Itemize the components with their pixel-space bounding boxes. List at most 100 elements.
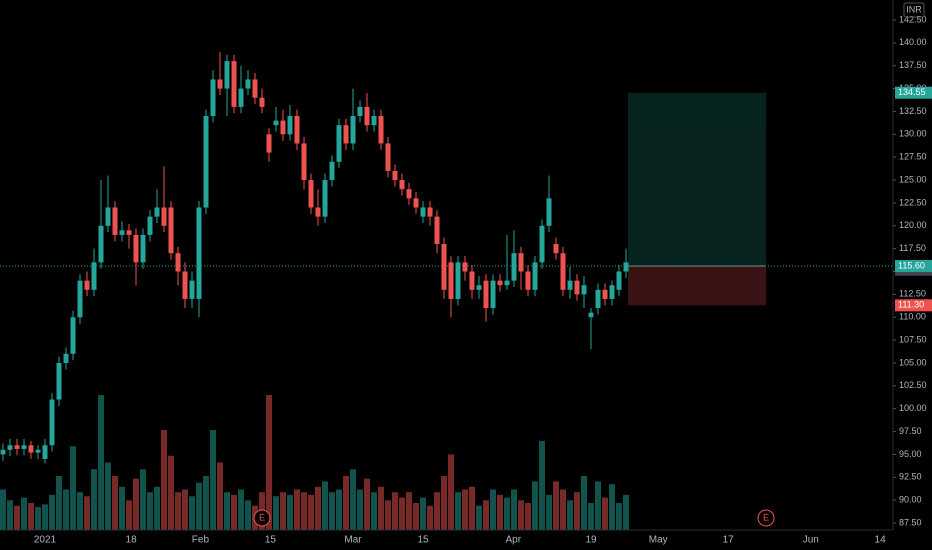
volume-bar (567, 500, 573, 530)
volume-bar (371, 492, 377, 530)
candle-body (168, 207, 174, 254)
volume-bar (518, 500, 524, 530)
candle-body (588, 312, 594, 318)
candle-body (322, 180, 328, 217)
y-tick-label: 122.50 (899, 197, 927, 207)
volume-bar (294, 489, 300, 530)
candle-body (357, 106, 363, 117)
volume-bar (448, 454, 454, 530)
volume-bar (511, 489, 517, 530)
x-tick-label: 19 (585, 535, 597, 546)
candle-body (574, 280, 580, 295)
candle-body (504, 280, 510, 286)
candle-body (595, 289, 601, 309)
candle-body (217, 79, 223, 89)
volume-bar (196, 482, 202, 530)
candle-body (623, 262, 629, 272)
x-tick-label: 18 (126, 535, 138, 546)
candle-body (378, 116, 384, 144)
y-tick-label: 105.00 (899, 357, 927, 367)
candle-body (203, 116, 209, 208)
candle-body (147, 216, 153, 235)
volume-bar (434, 492, 440, 530)
currency-label: INR (906, 4, 922, 14)
candle-body (532, 262, 538, 290)
y-tick-label: 137.50 (899, 60, 927, 70)
volume-bar (175, 492, 181, 530)
volume-bar (350, 469, 356, 530)
y-tick-label: 117.50 (899, 243, 926, 253)
y-tick-label: 140.00 (899, 37, 927, 47)
volume-bar (476, 505, 482, 530)
volume-bar (322, 481, 328, 530)
volume-bar (588, 503, 594, 530)
candle-body (427, 207, 433, 217)
volume-bar (574, 492, 580, 530)
candle-body (567, 280, 573, 290)
volume-bar (77, 492, 83, 530)
candle-body (385, 143, 391, 171)
candle-body (525, 271, 531, 290)
candle-body (161, 207, 167, 226)
candle-body (336, 125, 342, 162)
candle-body (294, 116, 300, 144)
volume-bar (595, 481, 601, 530)
candle-body (84, 280, 90, 290)
candle-body (21, 445, 27, 449)
y-tick-label: 127.50 (899, 152, 927, 162)
profit-zone (628, 92, 766, 267)
volume-bar (203, 476, 209, 530)
candle-body (273, 120, 279, 126)
volume-bar (546, 494, 552, 530)
candle-body (315, 207, 321, 217)
volume-bar (0, 489, 6, 530)
candle-body (497, 280, 503, 286)
candle-body (49, 399, 55, 446)
volume-bar (112, 476, 118, 530)
volume-bar (49, 494, 55, 530)
volume-bar (105, 462, 111, 530)
volume-bar (378, 486, 384, 530)
candle-body (119, 230, 125, 235)
y-tick-label: 107.50 (899, 334, 927, 344)
candle-body (420, 207, 426, 217)
volume-bar (364, 478, 370, 530)
y-tick-label: 87.50 (899, 517, 922, 527)
volume-bar (28, 503, 34, 530)
volume-bar (539, 440, 545, 530)
candle-body (238, 88, 244, 107)
volume-bar (385, 500, 391, 530)
volume-bar (217, 462, 223, 530)
volume-bar (84, 496, 90, 530)
candle-body (518, 253, 524, 272)
volume-bar (287, 494, 293, 530)
volume-bar (210, 430, 216, 530)
candle-body (133, 234, 139, 263)
candle-body (399, 180, 405, 190)
volume-bar (329, 492, 335, 530)
x-tick-label: Mar (344, 535, 362, 546)
volume-bar (238, 489, 244, 530)
volume-bar (273, 496, 279, 530)
volume-bar (581, 476, 587, 530)
volume-bar (609, 484, 615, 530)
volume-bar (336, 489, 342, 530)
candle-body (476, 285, 482, 290)
volume-bar (224, 492, 230, 530)
candle-body (413, 198, 419, 208)
volume-bar (231, 494, 237, 530)
volume-bar (7, 500, 13, 530)
price-tag-label: 134.55 (898, 87, 926, 97)
volume-bar (140, 469, 146, 530)
candle-body (546, 198, 552, 226)
candle-body (42, 445, 48, 459)
volume-bar (56, 476, 62, 530)
candle-body (28, 445, 34, 453)
volume-bar (126, 500, 132, 530)
candle-body (210, 79, 216, 117)
candle-body (70, 317, 76, 354)
earnings-label: E (259, 512, 265, 522)
volume-bar (42, 504, 48, 530)
y-tick-label: 112.50 (899, 289, 926, 299)
